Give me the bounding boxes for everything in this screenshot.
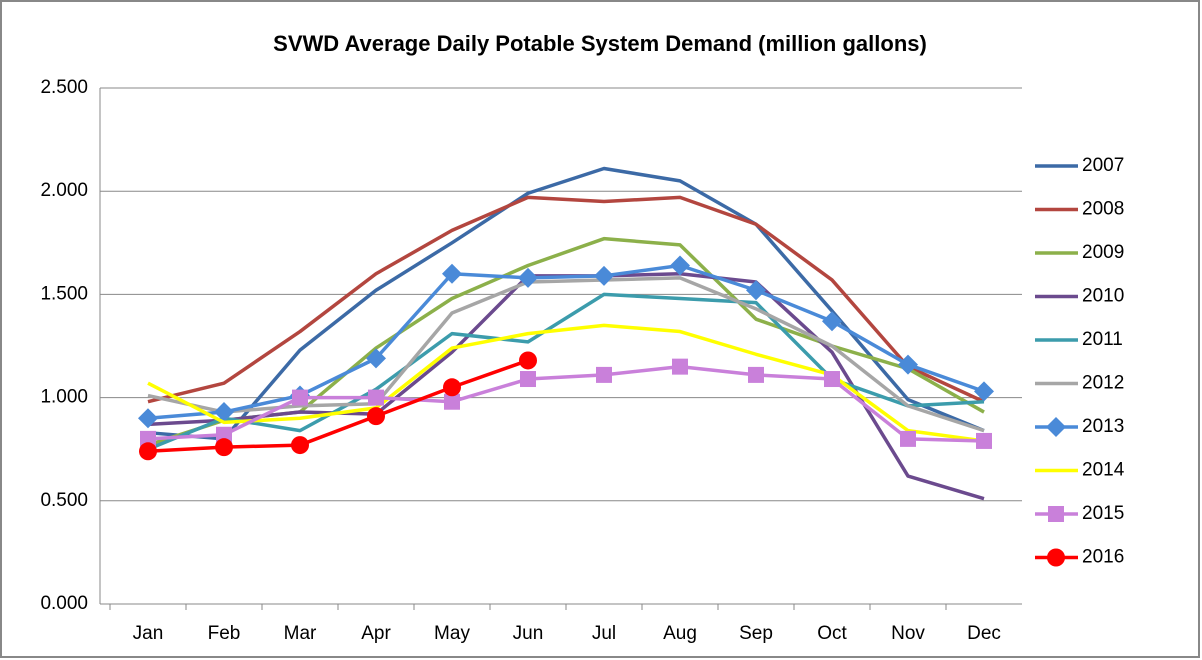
data-point — [822, 311, 842, 332]
data-point — [976, 432, 992, 449]
x-tick-label: Oct — [817, 623, 847, 644]
legend-label: 2015 — [1082, 503, 1124, 524]
data-point — [215, 438, 233, 457]
x-tick-label: Jul — [592, 623, 616, 644]
series-line — [147, 263, 985, 420]
series-line — [147, 195, 985, 404]
data-point — [216, 426, 232, 443]
y-tick-label: 2.000 — [40, 180, 88, 201]
data-point — [444, 393, 460, 410]
x-tick-label: Jun — [513, 623, 544, 644]
data-point — [443, 378, 461, 397]
data-point — [974, 381, 994, 402]
y-tick-label: 0.500 — [40, 490, 88, 511]
data-point — [520, 371, 536, 388]
legend-label: 2013 — [1082, 416, 1124, 437]
data-point — [596, 366, 612, 383]
y-tick-label: 1.000 — [40, 387, 88, 408]
legend-label: 2010 — [1082, 286, 1124, 307]
data-point — [898, 354, 918, 375]
legend-label: 2016 — [1082, 547, 1124, 568]
legend-marker — [1046, 417, 1066, 437]
data-point — [140, 430, 156, 447]
data-point — [214, 402, 234, 423]
data-point — [748, 366, 764, 383]
series-line — [147, 166, 985, 441]
series-line — [147, 276, 985, 433]
data-point — [442, 263, 462, 284]
series-line — [147, 358, 529, 454]
legend-label: 2007 — [1082, 155, 1124, 176]
data-point — [519, 351, 537, 370]
legend-label: 2009 — [1082, 242, 1124, 263]
x-tick-label: Apr — [361, 623, 391, 644]
legend-label: 2012 — [1082, 373, 1124, 394]
legend-label: 2008 — [1082, 199, 1124, 220]
data-point — [366, 348, 386, 369]
data-point — [672, 358, 688, 375]
data-point — [291, 436, 309, 455]
x-tick-label: Sep — [739, 623, 773, 644]
data-point — [518, 267, 538, 288]
y-tick-label: 1.500 — [40, 283, 88, 304]
data-point — [670, 255, 690, 276]
data-point — [900, 430, 916, 447]
data-point — [824, 371, 840, 388]
x-tick-label: Nov — [891, 623, 925, 644]
chart-title: SVWD Average Daily Potable System Demand… — [273, 31, 927, 56]
data-point — [139, 442, 157, 461]
x-tick-label: Mar — [284, 623, 317, 644]
data-point — [368, 389, 384, 406]
data-point — [367, 407, 385, 426]
x-tick-label: May — [434, 623, 470, 644]
legend-label: 2011 — [1082, 329, 1123, 350]
x-tick-label: Dec — [967, 623, 1001, 644]
legend-marker — [1048, 506, 1064, 522]
data-point — [138, 408, 158, 429]
y-tick-label: 2.500 — [40, 77, 88, 98]
x-tick-label: Jan — [133, 623, 164, 644]
series-line — [147, 323, 985, 443]
data-point — [746, 280, 766, 301]
y-tick-label: 0.000 — [40, 593, 88, 614]
series-line — [147, 364, 985, 443]
legend-marker — [1047, 548, 1065, 567]
data-point — [594, 265, 614, 286]
x-tick-label: Aug — [663, 623, 697, 644]
data-point — [292, 389, 308, 406]
x-tick-label: Feb — [208, 623, 241, 644]
legend-label: 2014 — [1082, 460, 1125, 481]
